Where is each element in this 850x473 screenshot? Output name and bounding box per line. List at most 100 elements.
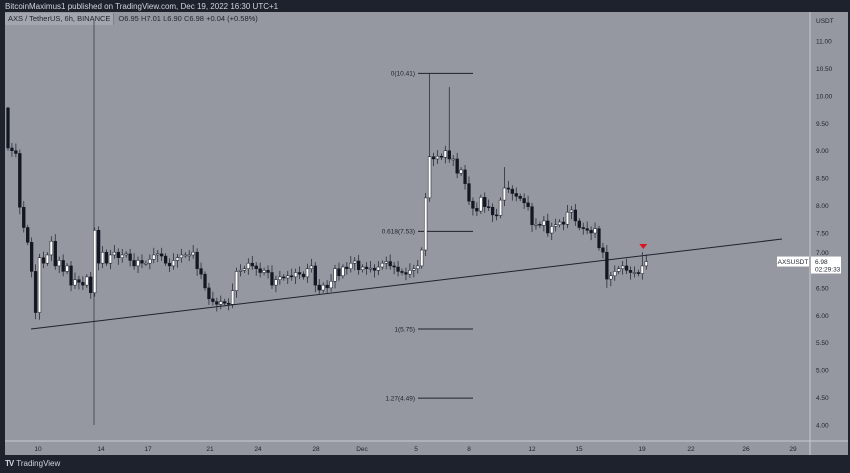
candle-body: [93, 230, 97, 294]
candle-body: [290, 275, 294, 278]
candle-body: [384, 261, 388, 264]
high-label: H: [140, 14, 147, 23]
candle-body: [601, 247, 605, 253]
candle-body: [427, 156, 432, 199]
time-tick-label: 14: [97, 446, 105, 453]
candle-body: [585, 228, 589, 231]
candle-body: [199, 268, 203, 275]
candle-body: [242, 268, 247, 271]
candle-body: [215, 301, 219, 305]
candle-body: [372, 267, 377, 271]
time-tick-label: 28: [312, 446, 320, 453]
candle-body: [522, 198, 526, 204]
candle-body: [207, 287, 211, 300]
candle-body: [534, 223, 538, 226]
candle-body: [144, 262, 148, 265]
low-label: L: [163, 14, 168, 23]
candle-body: [360, 266, 365, 271]
candle-body: [6, 107, 10, 149]
candle-body: [459, 169, 463, 174]
candle-body: [345, 266, 349, 269]
price-tick-label: 6.50: [816, 285, 829, 292]
sell-signal-arrow-icon: [639, 244, 648, 249]
candle-body: [10, 147, 14, 151]
ascending-support-trendline: [30, 238, 783, 330]
price-tick-label: 10.00: [816, 93, 833, 100]
candle-body: [152, 254, 156, 260]
time-tick-label: 22: [687, 446, 695, 453]
candle-body: [270, 272, 274, 286]
time-tick-label: 17: [144, 446, 152, 453]
candle-body: [37, 257, 42, 313]
candle-body: [167, 262, 172, 267]
candle-body: [116, 251, 120, 258]
candle-body: [475, 208, 479, 212]
candle-body: [388, 261, 392, 267]
candle-body: [77, 279, 81, 283]
candle-body: [483, 197, 487, 207]
candle-body: [392, 265, 396, 268]
published-caption: BitcoinMaximus1 published on TradingView…: [5, 2, 279, 11]
candle-body: [61, 260, 65, 272]
candle-body: [128, 253, 132, 261]
price-tick-label: 4.00: [816, 423, 829, 430]
candle-body: [353, 260, 357, 264]
price-axis-currency: USDT: [816, 18, 834, 25]
tradingview-brand[interactable]: TradingView: [16, 459, 61, 468]
candle-body: [313, 265, 317, 286]
candle-body: [89, 276, 93, 294]
time-tick-label: 26: [742, 446, 750, 453]
candle-body: [412, 268, 416, 271]
open-value: 6.95: [124, 14, 139, 23]
candle-body: [183, 254, 187, 257]
candle-body: [179, 254, 184, 258]
candle-body: [620, 265, 625, 269]
candle-body: [498, 199, 503, 216]
candle-body: [337, 268, 341, 277]
candle-body: [514, 193, 518, 197]
candle-body: [81, 282, 85, 286]
candle-body: [376, 266, 381, 271]
candle-body: [467, 183, 471, 202]
candle-body: [195, 251, 199, 269]
symbol-title[interactable]: AXS / TetherUS, 6h, BINANCE: [5, 13, 115, 25]
candle-body: [487, 206, 491, 208]
candle-body: [69, 265, 73, 286]
candle-body: [364, 266, 369, 269]
candle-body: [286, 275, 290, 279]
candle-body: [400, 271, 404, 273]
candle-body: [506, 187, 511, 190]
price-tick-label: 9.50: [816, 121, 829, 128]
candle-body: [439, 155, 444, 158]
candle-body: [203, 273, 207, 289]
candle-body: [85, 276, 89, 286]
time-tick-label: 8: [467, 446, 471, 453]
candle-body: [530, 206, 534, 226]
candle-body: [305, 268, 310, 278]
candle-body: [333, 268, 337, 282]
candle-body: [41, 257, 46, 264]
time-tick-label: 29: [789, 446, 797, 453]
time-tick-label: 19: [638, 446, 646, 453]
close-value: 6.98: [189, 14, 204, 23]
candle-body: [26, 227, 30, 243]
price-tick-label: 9.00: [816, 148, 829, 155]
candle-body: [321, 284, 325, 291]
candle-body: [404, 272, 408, 275]
candle-body: [605, 251, 609, 280]
candle-body: [561, 221, 566, 225]
candle-body: [132, 260, 136, 267]
candle-body: [96, 230, 101, 264]
candle-body: [624, 265, 629, 271]
candle-body: [120, 254, 124, 258]
candle-body: [148, 259, 152, 264]
candle-body: [254, 265, 258, 269]
candle-body: [108, 254, 113, 264]
candle-body: [49, 240, 53, 256]
candle-body: [160, 253, 164, 257]
time-tick-label: 15: [575, 446, 583, 453]
candle-body: [238, 270, 243, 272]
candle-body: [546, 220, 550, 234]
candle-body: [45, 254, 50, 264]
